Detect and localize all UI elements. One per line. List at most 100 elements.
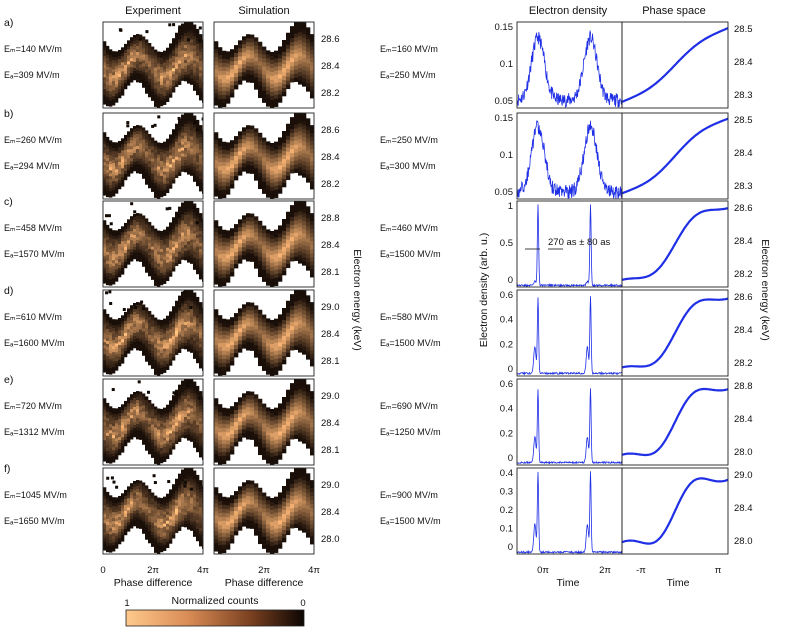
density-tick-label: 0.2 bbox=[500, 505, 513, 516]
density-tick-label: 0.1 bbox=[500, 150, 513, 161]
experiment-ea-value: Eₐ=1600 MV/m bbox=[4, 338, 65, 348]
experiment-em-value: Eₘ=458 MV/m bbox=[4, 223, 62, 233]
x-tick-label: π bbox=[715, 565, 722, 576]
pulse-width-annotation: 270 as ± 80 as bbox=[548, 237, 611, 248]
x-axis-title: Time bbox=[557, 577, 580, 589]
x-axis-title: Time bbox=[667, 577, 690, 589]
simulation-ea-value: Eₐ=1500 MV/m bbox=[380, 516, 441, 526]
simulation-heatmap bbox=[213, 378, 315, 466]
row-label: a) bbox=[4, 17, 13, 29]
simulation-em-value: Eₘ=580 MV/m bbox=[380, 312, 438, 322]
simulation-em-value: Eₘ=900 MV/m bbox=[380, 490, 438, 500]
density-tick-label: 0.15 bbox=[495, 113, 514, 124]
density-tick-label: 0.4 bbox=[500, 468, 513, 479]
x-tick-label: 0π bbox=[537, 565, 549, 576]
simulation-ea-value: Eₐ=250 MV/m bbox=[380, 70, 436, 80]
density-series-line bbox=[517, 29, 622, 108]
density-series-line bbox=[517, 120, 622, 199]
density-plot bbox=[516, 289, 623, 377]
density-tick-label: 0.4 bbox=[500, 404, 513, 415]
simulation-heatmap bbox=[213, 467, 315, 555]
energy-tick-label: 28.4 bbox=[321, 240, 340, 251]
simulation-ea-value: Eₐ=1500 MV/m bbox=[380, 249, 441, 259]
density-tick-label: 0 bbox=[508, 275, 513, 286]
panel-row: d) Eₘ=610 MV/m Eₐ=1600 MV/m Eₘ=580 MV/m Eₐ=1… bbox=[4, 285, 753, 377]
experiment-em-value: Eₘ=610 MV/m bbox=[4, 312, 62, 322]
energy-tick-label: 29.0 bbox=[321, 302, 340, 313]
x-tick-label: 4π bbox=[197, 565, 209, 576]
energy-tick-label: 28.4 bbox=[321, 329, 340, 340]
energy-tick-label: 28.4 bbox=[321, 507, 340, 518]
density-series-line bbox=[517, 471, 622, 554]
experiment-em-value: Eₘ=140 MV/m bbox=[4, 44, 62, 54]
phase-tick-label: 28.6 bbox=[734, 203, 753, 214]
phase-tick-label: 28.8 bbox=[734, 381, 753, 392]
row-label: f) bbox=[4, 463, 10, 475]
simulation-ea-value: Eₐ=300 MV/m bbox=[380, 161, 436, 171]
phase-space-plot bbox=[621, 378, 729, 466]
phase-space-trace bbox=[622, 297, 728, 369]
energy-tick-label: 28.4 bbox=[321, 418, 340, 429]
colorbar-gradient bbox=[125, 609, 305, 627]
experiment-ea-value: Eₐ=309 MV/m bbox=[4, 70, 60, 80]
energy-tick-label: 29.0 bbox=[321, 391, 340, 402]
phase-space-trace bbox=[622, 27, 728, 103]
density-series-line bbox=[517, 296, 622, 376]
phase-tick-label: 28.6 bbox=[734, 292, 753, 303]
simulation-ea-value: Eₐ=1250 MV/m bbox=[380, 427, 441, 437]
x-tick-label: 2π bbox=[258, 565, 270, 576]
density-series-line bbox=[517, 388, 622, 465]
colorbar-left-label: 1 bbox=[124, 598, 129, 609]
density-tick-label: 0 bbox=[508, 364, 513, 375]
simulation-em-value: Eₘ=690 MV/m bbox=[380, 401, 438, 411]
phase-tick-label: 28.4 bbox=[734, 236, 753, 247]
density-tick-label: 0.05 bbox=[495, 96, 514, 107]
density-x-axis: 0π 2π Time bbox=[537, 565, 611, 589]
experiment-heatmap bbox=[102, 378, 204, 466]
phase-tick-label: 28.4 bbox=[734, 148, 753, 159]
x-tick-label: -π bbox=[636, 565, 646, 576]
x-tick-label: 0 bbox=[100, 565, 105, 576]
simulation-em-value: Eₘ=460 MV/m bbox=[380, 223, 438, 233]
density-tick-label: 0.4 bbox=[500, 315, 513, 326]
energy-tick-label: 28.2 bbox=[321, 88, 340, 99]
energy-tick-label: 28.0 bbox=[321, 534, 340, 545]
energy-tick-label: 29.0 bbox=[321, 480, 340, 491]
phase-tick-label: 28.4 bbox=[734, 57, 753, 68]
phase-tick-label: 28.4 bbox=[734, 414, 753, 425]
energy-tick-label: 28.6 bbox=[321, 125, 340, 136]
energy-axis-title: Electron energy (keV) bbox=[351, 249, 363, 351]
density-tick-label: 0.2 bbox=[500, 428, 513, 439]
energy-tick-label: 28.4 bbox=[321, 61, 340, 72]
phase-tick-label: 28.0 bbox=[734, 536, 753, 547]
experiment-heatmap bbox=[102, 112, 204, 200]
simulation-heatmap bbox=[213, 21, 315, 109]
phase-tick-label: 28.3 bbox=[734, 181, 753, 192]
density-axis-title: Electron density (arb. u.) bbox=[478, 233, 490, 347]
phase-space-plot bbox=[621, 467, 729, 555]
energy-tick-label: 28.2 bbox=[321, 179, 340, 190]
experiment-em-value: Eₘ=260 MV/m bbox=[4, 135, 62, 145]
density-plot bbox=[516, 21, 623, 109]
experiment-ea-value: Eₐ=1570 MV/m bbox=[4, 249, 65, 259]
experiment-heatmap bbox=[102, 200, 204, 288]
colorbar-title: Normalized counts bbox=[172, 595, 259, 607]
experiment-ea-value: Eₐ=1650 MV/m bbox=[4, 516, 65, 526]
panel-row: e) Eₘ=720 MV/m Eₐ=1312 MV/m Eₘ=690 MV/m Eₐ=1… bbox=[4, 374, 753, 466]
density-tick-label: 0.6 bbox=[500, 379, 513, 390]
x-axis-title: Phase difference bbox=[225, 577, 304, 589]
phase-space-plot bbox=[621, 289, 729, 377]
energy-tick-label: 28.1 bbox=[321, 445, 340, 456]
simulation-em-value: Eₘ=160 MV/m bbox=[380, 44, 438, 54]
simulation-em-value: Eₘ=250 MV/m bbox=[380, 135, 438, 145]
panel-row: a) Eₘ=140 MV/m Eₐ=309 MV/m Eₘ=160 MV/m Eₐ=25… bbox=[4, 17, 753, 109]
phase-tick-label: 29.0 bbox=[734, 470, 753, 481]
phase-x-axis: -π π Time bbox=[636, 565, 722, 589]
phase-space-trace bbox=[622, 387, 728, 457]
phase-space-trace bbox=[622, 117, 728, 195]
x-axis-title: Phase difference bbox=[114, 577, 193, 589]
phase-tick-label: 28.5 bbox=[734, 115, 753, 126]
phase-tick-label: 28.2 bbox=[734, 358, 753, 369]
phase-tick-label: 28.0 bbox=[734, 447, 753, 458]
